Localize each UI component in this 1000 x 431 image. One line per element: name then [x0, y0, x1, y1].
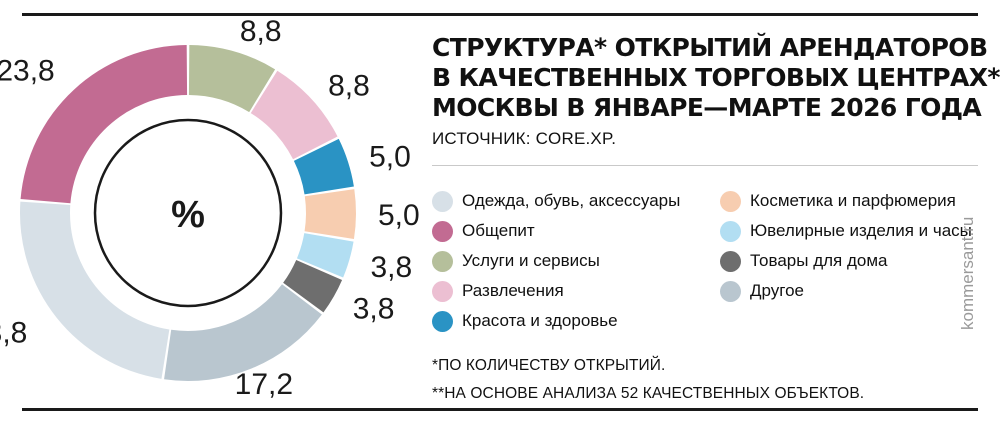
- legend-swatch: [720, 220, 741, 242]
- donut-segments: [19, 45, 356, 381]
- top-rule: [22, 13, 978, 16]
- legend-label: Косметика и парфюмерия: [750, 191, 956, 210]
- donut-segment: [304, 189, 356, 240]
- legend-label: Другое: [750, 281, 805, 300]
- legend-item: Ювелирные изделия и часы: [720, 216, 972, 246]
- donut-segment: [20, 45, 188, 204]
- legend-label: Общепит: [462, 221, 535, 240]
- legend-swatch: [720, 280, 741, 302]
- legend-label: Одежда, обувь, аксессуары: [462, 191, 681, 210]
- donut-chart: 8,8 8,8 5,0 5,0 3,8 3,8 17,2 23,8 23,8 %: [0, 16, 420, 401]
- segment-value-label: 23,8: [0, 316, 27, 349]
- segment-value-label: 17,2: [235, 368, 293, 401]
- segment-value-label: 5,0: [369, 140, 411, 173]
- inner-ring: [93, 118, 283, 308]
- donut-segment: [188, 45, 276, 113]
- footnote-2: **НА ОСНОВЕ АНАЛИЗА 52 КАЧЕСТВЕННЫХ ОБЪЕ…: [432, 385, 865, 402]
- footnotes: *ПО КОЛИЧЕСТВУ ОТКРЫТИЙ. **НА ОСНОВЕ АНА…: [432, 352, 864, 408]
- legend-swatch: [432, 220, 453, 242]
- legend-item: Косметика и парфюмерия: [720, 186, 972, 216]
- watermark-text: kommersant.ru: [958, 216, 977, 330]
- legend-column-1: Одежда, обувь, аксессуары Общепит Услуги и…: [432, 186, 680, 336]
- legend-swatch: [432, 310, 453, 332]
- segment-value-label: 23,8: [0, 54, 55, 87]
- title-line-1: СТРУКТУРА* ОТКРЫТИЙ АРЕНДАТОРОВ: [432, 33, 988, 62]
- donut-segment: [250, 70, 338, 160]
- donut-segment: [19, 201, 170, 379]
- legend-swatch: [720, 250, 741, 272]
- segment-value-label: 5,0: [378, 199, 420, 232]
- legend-label: Красота и здоровье: [462, 311, 618, 330]
- segment-value-label: 8,8: [240, 16, 282, 48]
- legend-column-2: Косметика и парфюмерия Ювелирные изделия …: [720, 186, 972, 306]
- footnote-1: *ПО КОЛИЧЕСТВУ ОТКРЫТИЙ.: [432, 357, 666, 374]
- donut-segment: [293, 138, 354, 195]
- bottom-rule: [22, 408, 978, 411]
- legend-swatch: [432, 250, 453, 272]
- legend-swatch: [432, 280, 453, 302]
- divider: [432, 165, 978, 166]
- source-note: ИСТОЧНИК: CORE.XP.: [432, 129, 617, 148]
- legend-label: Ювелирные изделия и часы: [750, 221, 972, 240]
- segment-value-label: 3,8: [353, 293, 395, 326]
- chart-title: СТРУКТУРА* ОТКРЫТИЙ АРЕНДАТОРОВ В КАЧЕСТ…: [432, 33, 1000, 123]
- legend-label: Услуги и сервисы: [462, 251, 600, 270]
- legend-item: Услуги и сервисы: [432, 246, 680, 276]
- title-line-3: МОСКВЫ В ЯНВАРЕ—МАРТЕ 2026 ГОДА: [432, 93, 982, 122]
- legend-label: Развлечения: [462, 281, 564, 300]
- legend-item: Общепит: [432, 216, 680, 246]
- legend-swatch: [432, 190, 453, 212]
- legend-item: Развлечения: [432, 276, 680, 306]
- legend-item: Одежда, обувь, аксессуары: [432, 186, 680, 216]
- donut-segment: [283, 260, 343, 313]
- donut-segment: [164, 284, 322, 381]
- legend-swatch: [720, 190, 741, 212]
- legend-item: Другое: [720, 276, 972, 306]
- donut-value-labels: 8,8 8,8 5,0 5,0 3,8 3,8 17,2 23,8 23,8: [0, 16, 420, 401]
- legend-item: Красота и здоровье: [432, 306, 680, 336]
- donut-segment: [296, 233, 354, 278]
- title-line-2: В КАЧЕСТВЕННЫХ ТОРГОВЫХ ЦЕНТРАХ**: [432, 63, 1000, 92]
- segment-value-label: 3,8: [370, 251, 412, 284]
- legend-item: Товары для дома: [720, 246, 972, 276]
- segment-value-label: 8,8: [328, 70, 370, 103]
- legend-label: Товары для дома: [750, 251, 888, 270]
- unit-label: %: [171, 194, 205, 236]
